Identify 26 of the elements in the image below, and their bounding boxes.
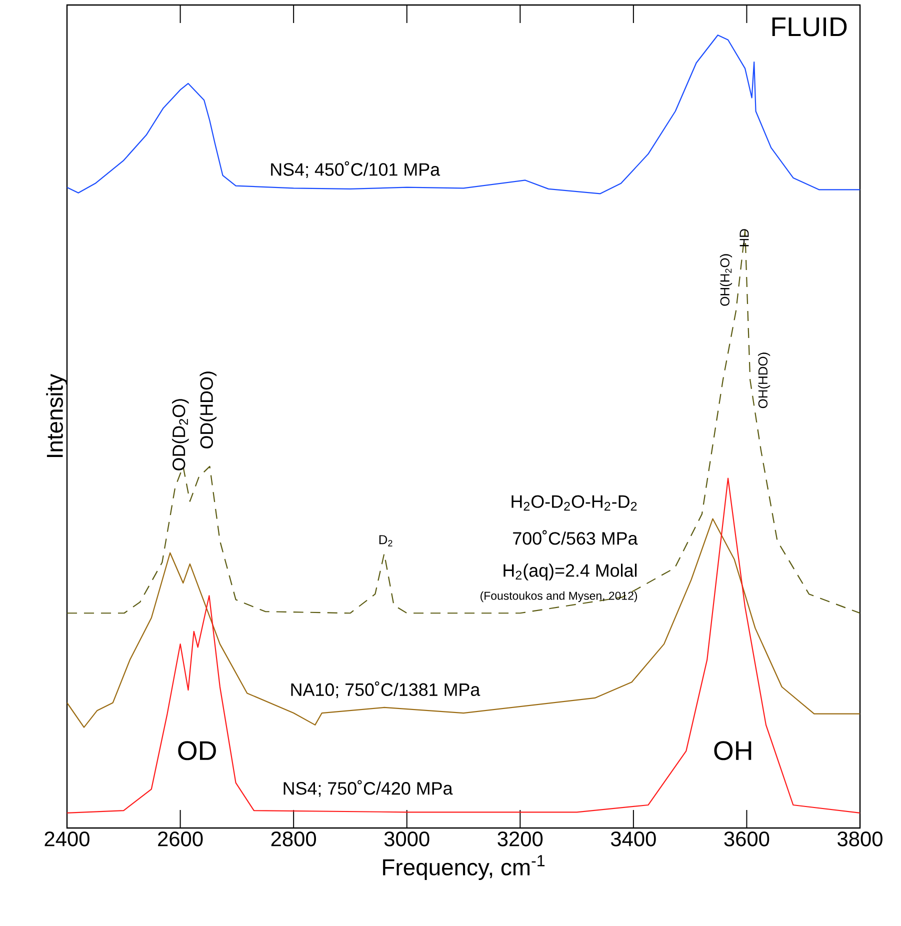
annotation: (Foustoukos and Mysen, 2012) (480, 591, 638, 602)
x-tick-label: 3600 (724, 832, 770, 846)
annotation: NS4; 750˚C/420 MPa (284, 780, 453, 797)
annotation: OD(D$_{2}$O) (172, 399, 189, 470)
x-tick-label: 3200 (498, 832, 543, 846)
annotation: HD (740, 229, 749, 246)
annotation: OH(H$_{2}$O) (720, 254, 732, 306)
annotation: OH (714, 741, 752, 760)
annotation: D$_{2}$ (379, 535, 392, 546)
x-tick-label: 3400 (610, 832, 656, 846)
annotation: NS4; 450˚C/101 MPa (271, 161, 440, 178)
x-tick-label: 2600 (158, 832, 203, 846)
y-axis-title: Intensity (46, 374, 68, 458)
x-tick-label: 2800 (271, 832, 316, 846)
x-tick-label: 3800 (838, 832, 882, 846)
annotation: OD(HDO) (200, 372, 217, 448)
x-tick-label: 2400 (44, 832, 90, 846)
x-axis-title: Frequency, cm$^{-1}$ (383, 855, 545, 880)
annotation: 700˚C/563 MPa (513, 530, 638, 545)
annotation: H$_{2}$(aq)=2.4 Molal (504, 564, 637, 580)
annotation: FLUID (772, 18, 847, 36)
annotation: NA10; 750˚C/1381 MPa (291, 681, 480, 698)
annotation: OH(HDO) (758, 352, 770, 408)
annotation: OD (178, 741, 216, 760)
annotation: H$_{2}$O-D$_{2}$O-H$_{2}$-D$_{2}$ (512, 495, 637, 511)
x-tick-label: 3000 (384, 832, 430, 846)
